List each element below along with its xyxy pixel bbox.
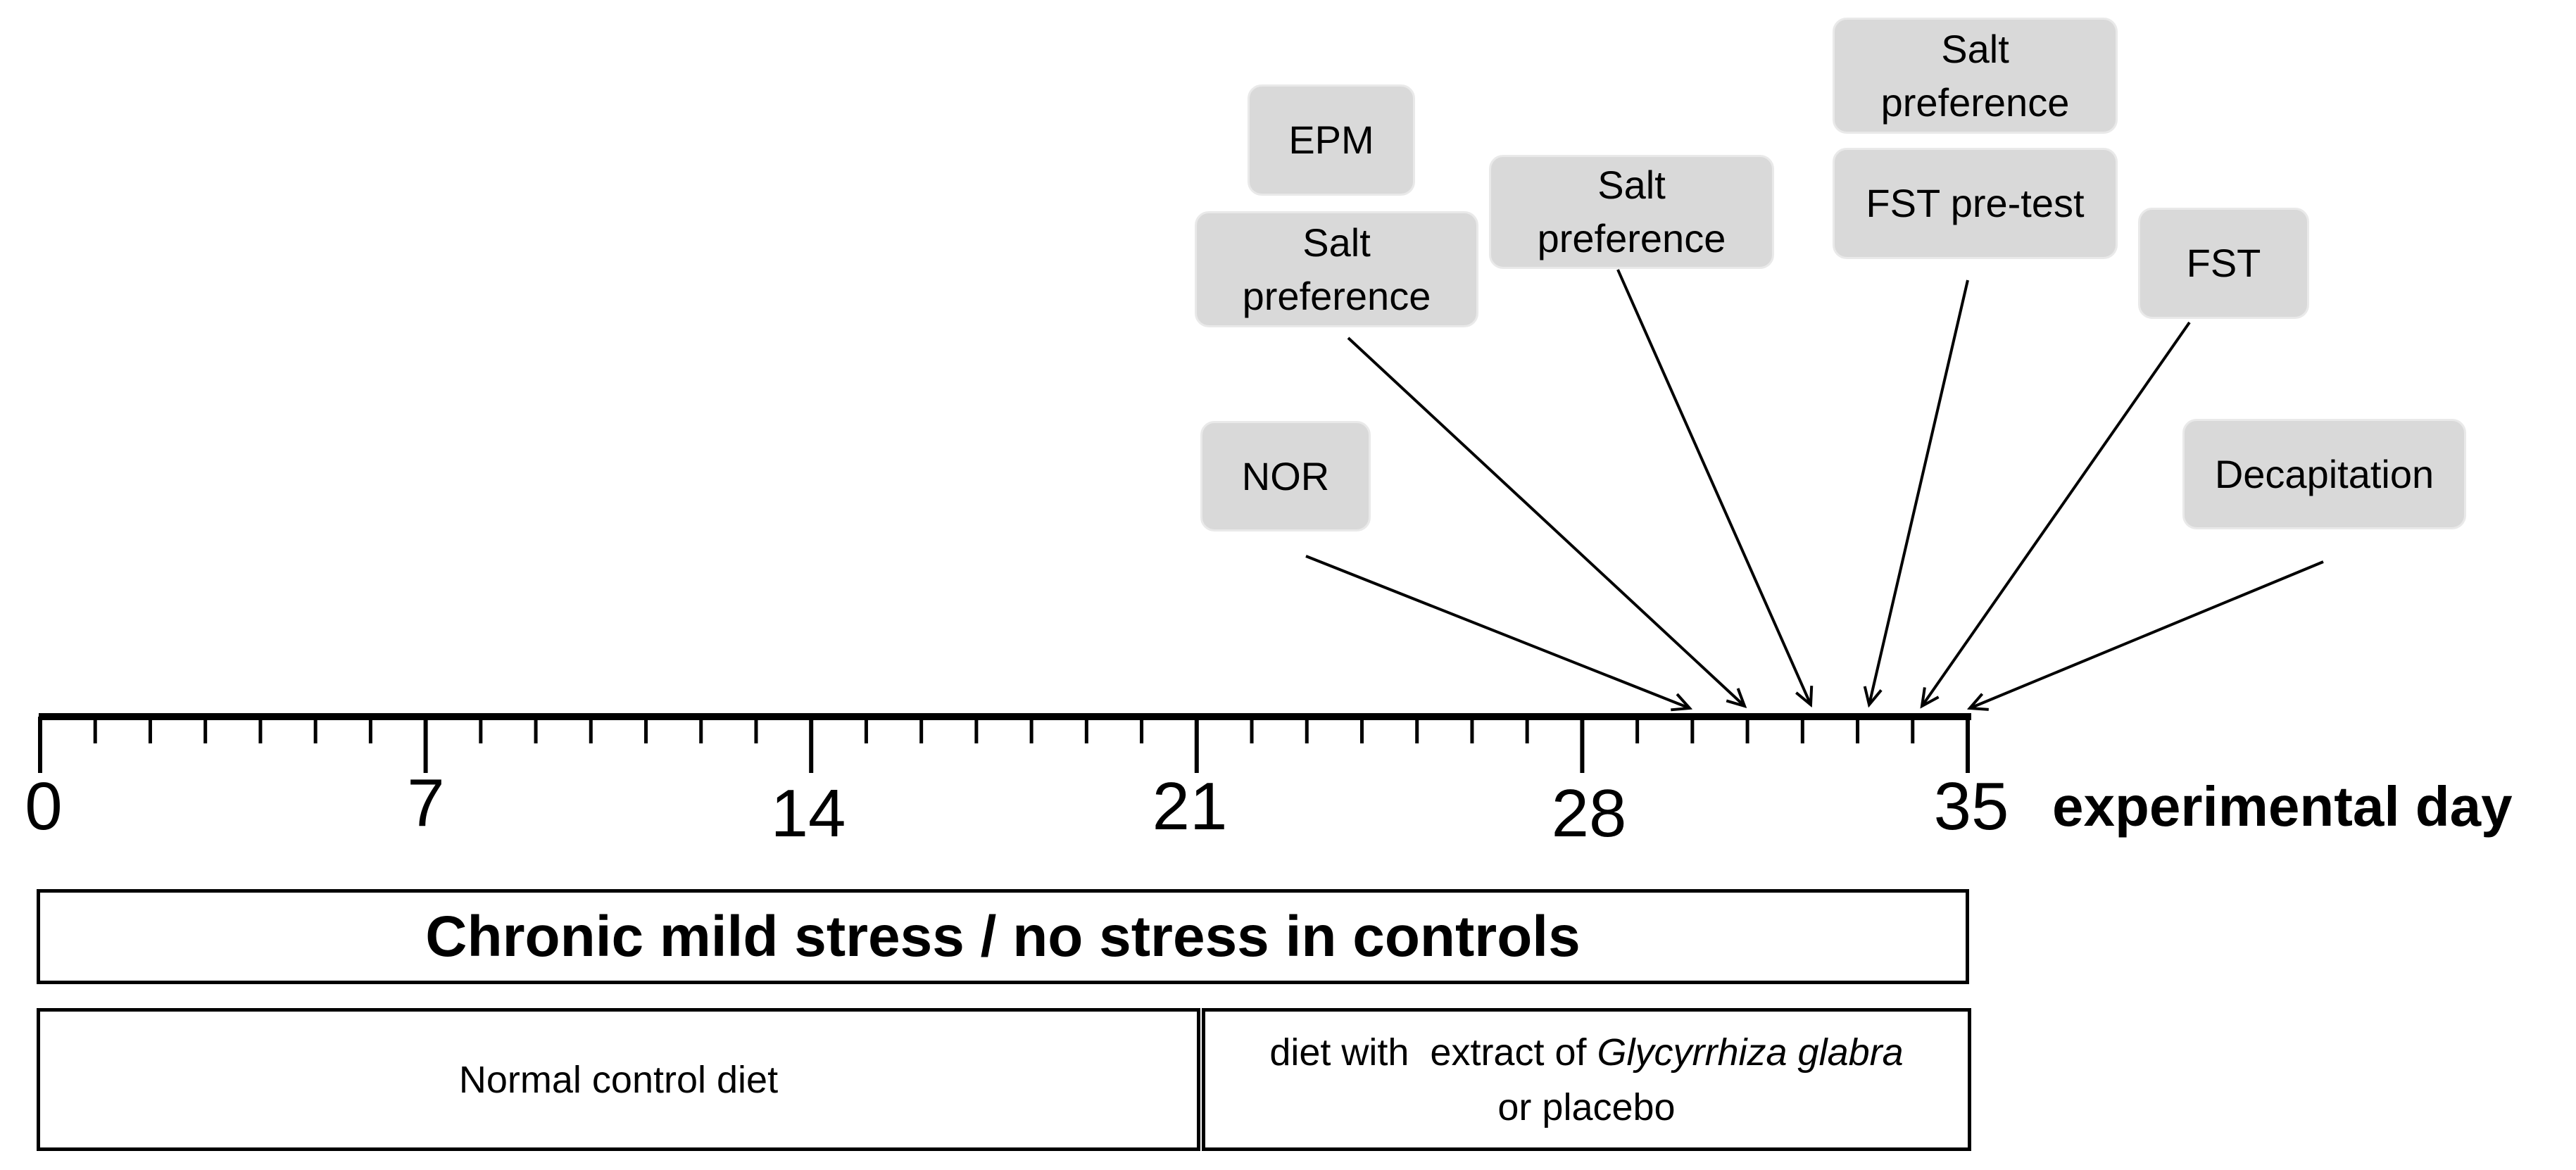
day-label-0: 0 bbox=[25, 769, 63, 844]
day-label-21: 21 bbox=[1152, 769, 1228, 844]
arrow-fst-pretest bbox=[1869, 279, 1969, 705]
day-label-14: 14 bbox=[770, 776, 846, 851]
arrow-salt-1 bbox=[1347, 336, 1745, 706]
day-label-35: 35 bbox=[1933, 769, 2009, 844]
event-decapitation: Decapitation bbox=[2182, 419, 2466, 529]
arrow-nor bbox=[1305, 555, 1690, 708]
treatment-diet-suffix: or placebo bbox=[1497, 1086, 1676, 1128]
day-label-28: 28 bbox=[1551, 776, 1627, 851]
day-label-7: 7 bbox=[407, 765, 445, 841]
stress-phase-label: Chronic mild stress / no stress in contr… bbox=[425, 904, 1581, 969]
arrow-salt-2 bbox=[1616, 269, 1811, 705]
arrow-fst bbox=[1922, 321, 2191, 706]
arrow-decapitation bbox=[1970, 560, 2324, 708]
stress-phase-box: Chronic mild stress / no stress in contr… bbox=[37, 889, 1969, 984]
control-diet-box: Normal control diet bbox=[37, 1008, 1200, 1151]
event-fst-pretest: FST pre-test bbox=[1833, 148, 2118, 259]
treatment-diet-prefix: diet with extract of bbox=[1269, 1031, 1587, 1074]
treatment-diet-box: diet with extract of Glycyrrhiza glabra … bbox=[1202, 1008, 1971, 1151]
timeline-ticks bbox=[38, 717, 1970, 773]
control-diet-label: Normal control diet bbox=[458, 1058, 779, 1101]
treatment-diet-label: diet with extract of Glycyrrhiza glabra … bbox=[1269, 1025, 1903, 1135]
event-fst: FST bbox=[2138, 208, 2309, 319]
axis-title: experimental day bbox=[2052, 775, 2513, 838]
event-salt-preference-3: Salt preference bbox=[1833, 18, 2118, 134]
treatment-diet-species: Glycyrrhiza glabra bbox=[1597, 1031, 1904, 1074]
event-nor: NOR bbox=[1200, 421, 1371, 531]
event-salt-preference-1: Salt preference bbox=[1195, 211, 1478, 327]
event-epm: EPM bbox=[1248, 84, 1415, 196]
event-salt-preference-2: Salt preference bbox=[1489, 155, 1774, 269]
